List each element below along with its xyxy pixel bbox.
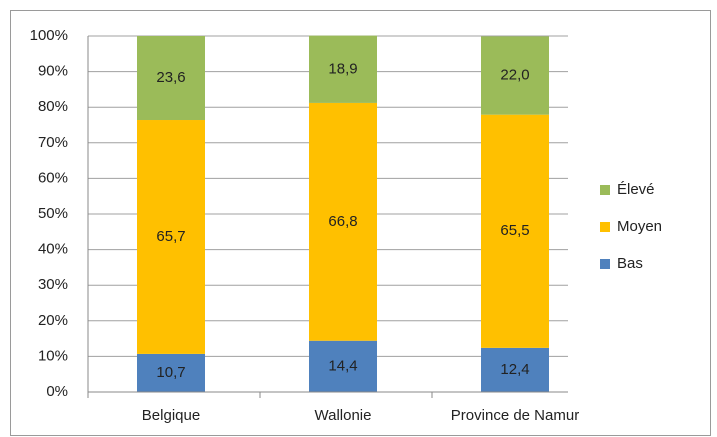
x-tick-label: Province de Namur (451, 407, 579, 424)
legend-swatch (600, 185, 610, 195)
legend-label: Bas (617, 255, 643, 272)
legend-swatch (600, 259, 610, 269)
bar-segment (137, 353, 205, 392)
bar-segment (481, 114, 549, 348)
y-tick-label: 40% (38, 241, 68, 258)
value-label: 18,9 (328, 60, 357, 77)
x-tick-label: Wallonie (315, 407, 372, 424)
y-tick-label: 30% (38, 276, 68, 293)
legend-swatch (600, 222, 610, 232)
y-tick-label: 60% (38, 169, 68, 186)
y-tick-label: 20% (38, 312, 68, 329)
bar-segment (309, 102, 377, 341)
bar-segment (309, 35, 377, 103)
y-tick-label: 90% (38, 63, 68, 80)
value-label: 14,4 (328, 357, 357, 374)
bar-segment (481, 36, 549, 115)
bar-segment (309, 340, 377, 392)
bar-segment (481, 347, 549, 392)
value-label: 66,8 (328, 213, 357, 230)
x-tick-label: Belgique (142, 407, 200, 424)
value-label: 23,6 (156, 69, 185, 86)
value-label: 65,7 (156, 228, 185, 245)
y-tick-label: 0% (46, 383, 68, 400)
value-label: 12,4 (500, 361, 529, 378)
y-tick-label: 80% (38, 98, 68, 115)
value-label: 65,5 (500, 222, 529, 239)
value-label: 10,7 (156, 364, 185, 381)
y-tick-label: 50% (38, 205, 68, 222)
y-tick-label: 10% (38, 347, 68, 364)
legend-label: Moyen (617, 218, 662, 235)
bar-segment (137, 120, 205, 354)
y-tick-label: 100% (30, 27, 68, 44)
value-label: 22,0 (500, 66, 529, 83)
bar-segment (137, 36, 205, 121)
y-tick-label: 70% (38, 134, 68, 151)
legend-label: Élevé (617, 181, 655, 198)
